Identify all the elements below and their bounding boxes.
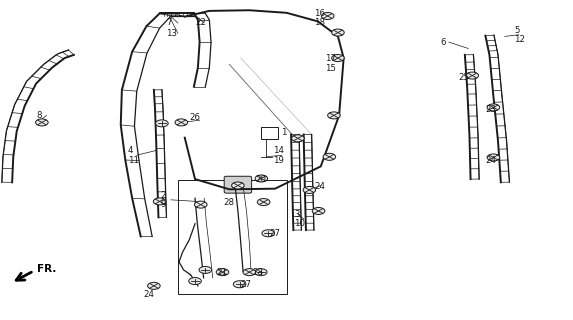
Text: 10: 10 — [295, 219, 305, 228]
Text: 9: 9 — [161, 200, 166, 209]
Circle shape — [199, 267, 211, 273]
Text: 21: 21 — [217, 268, 227, 277]
Text: 13: 13 — [167, 29, 178, 38]
Circle shape — [254, 269, 267, 276]
Circle shape — [323, 153, 336, 160]
Circle shape — [233, 281, 246, 288]
Text: 25: 25 — [458, 73, 469, 82]
Circle shape — [332, 29, 344, 36]
Circle shape — [487, 154, 500, 161]
Text: 28: 28 — [223, 197, 234, 206]
Circle shape — [154, 198, 166, 205]
Text: 4: 4 — [128, 146, 133, 155]
Text: 15: 15 — [325, 64, 336, 73]
Text: 26: 26 — [189, 114, 201, 123]
Text: 12: 12 — [514, 35, 525, 44]
Text: 2: 2 — [161, 190, 166, 200]
Text: 20: 20 — [255, 175, 266, 184]
Text: 11: 11 — [128, 156, 139, 164]
Circle shape — [156, 120, 168, 127]
Circle shape — [36, 119, 48, 126]
Circle shape — [255, 175, 268, 182]
Text: FR.: FR. — [37, 264, 57, 274]
Circle shape — [328, 112, 340, 119]
Circle shape — [257, 198, 270, 205]
Circle shape — [466, 72, 478, 79]
Circle shape — [175, 119, 187, 126]
Circle shape — [332, 54, 344, 61]
Circle shape — [194, 201, 207, 208]
Text: 28: 28 — [252, 268, 263, 277]
Text: 5: 5 — [514, 26, 520, 35]
Circle shape — [487, 104, 500, 111]
FancyBboxPatch shape — [224, 176, 252, 193]
Circle shape — [189, 277, 201, 284]
Text: 14: 14 — [273, 146, 284, 155]
Bar — [261, 126, 278, 139]
Text: 22: 22 — [195, 19, 206, 28]
Text: 18: 18 — [314, 19, 325, 28]
Text: 1: 1 — [281, 128, 286, 137]
Circle shape — [262, 230, 274, 237]
Text: 16: 16 — [314, 9, 325, 18]
Circle shape — [148, 282, 160, 289]
Text: 8: 8 — [36, 111, 42, 120]
Text: 3: 3 — [295, 210, 300, 219]
Circle shape — [243, 269, 256, 276]
Circle shape — [312, 207, 325, 214]
Circle shape — [292, 135, 304, 142]
Text: 6: 6 — [441, 38, 446, 47]
Text: 17: 17 — [325, 54, 336, 63]
Text: 24: 24 — [485, 156, 496, 165]
Circle shape — [321, 12, 334, 20]
Text: 27: 27 — [241, 280, 252, 289]
Circle shape — [216, 269, 229, 276]
Text: 27: 27 — [269, 229, 280, 238]
Circle shape — [231, 182, 244, 189]
Bar — [178, 180, 286, 294]
Text: 19: 19 — [273, 156, 284, 164]
Text: 24: 24 — [314, 182, 325, 191]
Text: 7: 7 — [167, 19, 172, 28]
Circle shape — [303, 187, 316, 194]
Text: 23: 23 — [485, 105, 496, 114]
Text: 24: 24 — [144, 290, 155, 299]
